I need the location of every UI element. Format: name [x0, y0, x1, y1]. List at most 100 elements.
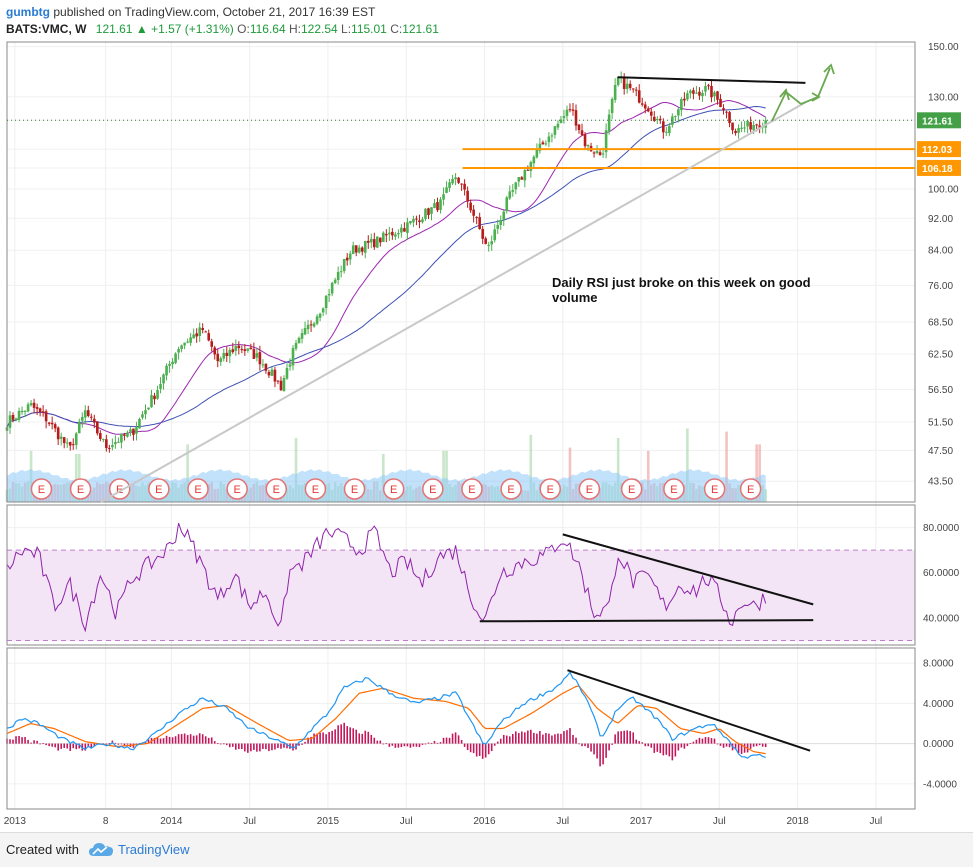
- volume-bar: [616, 438, 620, 502]
- candle-body: [725, 111, 728, 113]
- price-candle: [318, 312, 322, 322]
- price-candle: [273, 366, 277, 388]
- arrowhead-icon: [823, 63, 835, 75]
- candle-body: [568, 109, 572, 111]
- price-candle: [26, 402, 30, 413]
- macd-histogram-bar: [734, 743, 737, 750]
- macd-histogram-bar: [677, 743, 680, 751]
- candle-body: [484, 238, 487, 244]
- earnings-marker-label: E: [351, 484, 358, 496]
- macd-histogram-bar: [132, 743, 135, 748]
- rsi-trendline: [479, 619, 814, 623]
- candle-body: [499, 219, 503, 225]
- candle-body: [580, 130, 584, 135]
- earnings-marker-circle: [500, 478, 522, 500]
- author-username[interactable]: gumbtg: [6, 5, 50, 19]
- candle-body: [129, 429, 132, 432]
- earnings-marker-circle: [703, 478, 726, 500]
- candle-body: [481, 228, 484, 239]
- macd-histogram-bar: [575, 737, 577, 744]
- macd-histogram-bar: [596, 743, 598, 759]
- price-candle: [469, 199, 472, 213]
- macd-histogram-bar: [322, 732, 324, 744]
- candle-body: [315, 316, 319, 324]
- macd-histogram-bar: [620, 731, 622, 744]
- macd-histogram-bar: [328, 732, 330, 744]
- earnings-marker-circle: [382, 478, 405, 500]
- macd-histogram-bar: [530, 729, 532, 744]
- candle-body: [123, 434, 126, 436]
- macd-histogram-bar: [349, 727, 352, 744]
- high-label: H:: [288, 22, 301, 36]
- earnings-marker-circle: [422, 478, 444, 500]
- candle-body: [649, 111, 653, 116]
- price-candle: [568, 103, 572, 113]
- volume-bar: [445, 450, 448, 502]
- candle-body: [83, 410, 87, 418]
- candle-body: [222, 352, 226, 359]
- macd-histogram-bar: [63, 743, 66, 748]
- candle-body: [357, 247, 361, 253]
- macd-histogram-bar: [481, 743, 484, 759]
- candle-body: [333, 279, 337, 283]
- macd-histogram-bar: [75, 743, 78, 750]
- volume-bar: [758, 444, 761, 502]
- macd-tick-label: 8.0000: [923, 659, 954, 670]
- high-value: 122.54: [300, 22, 338, 36]
- support-price-label: 106.18: [922, 164, 953, 175]
- earnings-marker: E: [578, 478, 601, 500]
- price-candle: [517, 176, 521, 187]
- price-candle: [120, 433, 123, 449]
- candle-body: [496, 225, 500, 229]
- chart-canvas[interactable]: E E E E E E E E E E E E E E E E E E E 150.00 130.00 100.00 92…: [0, 0, 973, 832]
- tradingview-brand-link[interactable]: TradingView: [118, 842, 190, 857]
- price-candle: [44, 409, 48, 429]
- price-candle: [421, 216, 424, 224]
- footer: Created with TradingView: [0, 832, 973, 867]
- candle-body: [734, 130, 737, 134]
- price-candle: [56, 426, 60, 445]
- earnings-marker-circle: [739, 478, 762, 500]
- candle-body: [59, 436, 63, 439]
- price-candle: [541, 140, 545, 145]
- rsi-pane: [6, 522, 915, 641]
- earnings-marker-label: E: [670, 484, 677, 496]
- macd-histogram-bar: [659, 743, 662, 754]
- candle-body: [448, 182, 451, 188]
- up-triangle-icon: ▲: [135, 22, 148, 36]
- macd-histogram-bar: [451, 733, 454, 744]
- price-candle: [625, 76, 629, 94]
- macd-histogram-bar: [602, 743, 604, 765]
- macd-histogram-bar: [33, 740, 35, 744]
- macd-histogram-bar: [60, 743, 62, 749]
- volume-bar: [77, 454, 81, 502]
- candle-body: [544, 143, 548, 145]
- candle-body: [674, 116, 677, 118]
- price-candle: [538, 137, 542, 154]
- macd-histogram-bar: [653, 743, 656, 753]
- price-series: [5, 71, 767, 453]
- price-candle: [397, 229, 400, 239]
- candle-body: [363, 240, 367, 253]
- price-candle: [348, 250, 352, 265]
- earnings-marker-circle: [343, 478, 366, 500]
- price-candle: [412, 215, 415, 228]
- candle-body: [50, 422, 54, 425]
- price-candle: [267, 369, 271, 378]
- candle-body: [354, 245, 358, 253]
- macd-histogram-bar: [364, 730, 367, 744]
- rsi-tick-label: 40.0000: [923, 613, 960, 624]
- price-candle: [544, 140, 548, 147]
- price-candle: [379, 237, 382, 247]
- volume-bar: [442, 450, 445, 502]
- earnings-marker-circle: [539, 478, 561, 500]
- price-candle: [698, 87, 701, 100]
- candle-body: [592, 152, 596, 154]
- earnings-marker-circle: [265, 478, 288, 500]
- candle-body: [505, 197, 509, 211]
- volume-bar: [646, 450, 650, 502]
- macd-histogram-bar: [593, 743, 595, 755]
- candle-body: [303, 328, 307, 335]
- price-candle: [716, 90, 719, 105]
- price-candle: [550, 133, 554, 143]
